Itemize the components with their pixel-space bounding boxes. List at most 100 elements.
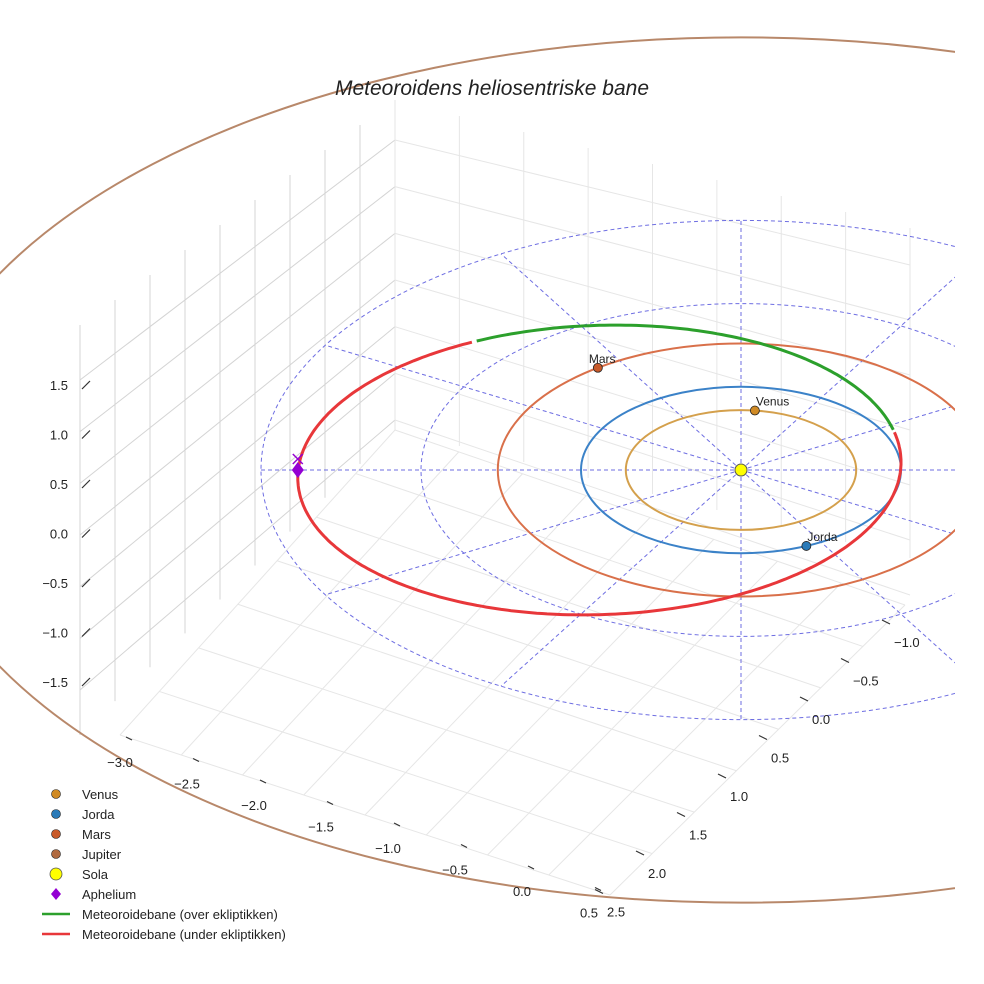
floor-line [237, 603, 737, 772]
x-tick-mark [460, 843, 468, 849]
back-wall-horizontal-line [79, 232, 396, 484]
pane-gridlines [79, 100, 911, 896]
y-tick-mark [635, 850, 645, 856]
reference-spoke [325, 469, 742, 596]
floor-line [364, 517, 651, 816]
legend-item: Sola [49, 867, 109, 882]
floor-line [119, 734, 611, 896]
back-wall-horizontal-line [79, 279, 396, 536]
sun-marker [734, 463, 748, 477]
y-tick-mark [758, 734, 768, 741]
y-tick-mark [840, 657, 850, 664]
x-tick-label: −2.0 [241, 798, 267, 813]
planet-marker-venus [749, 405, 760, 416]
floor-line [316, 516, 821, 689]
floor-line [425, 539, 715, 836]
y-tick-label: 0.0 [812, 712, 830, 727]
planet-marker-mars [592, 362, 603, 373]
legend-item: Meteoroidebane (under ekliptikken) [42, 927, 286, 942]
legend-label: Sola [82, 867, 109, 882]
side-wall-horizontal-line [394, 186, 911, 321]
axis-ticks: 1.5 1.0 0.5 0.0 −0.5 −1.0 −1.5 −3.0 −2.5 −2.0 −1.5… [42, 378, 919, 921]
legend-item: Meteoroidebane (over ekliptikken) [42, 907, 278, 922]
floor-line [355, 473, 864, 647]
z-tick-label: 1.0 [50, 428, 68, 443]
z-tick-mark [81, 578, 91, 588]
z-tick-label: 0.5 [50, 477, 68, 492]
floor-line [119, 429, 396, 736]
y-tick-mark [594, 888, 604, 895]
z-tick-mark [81, 628, 91, 637]
y-tick-mark [676, 811, 686, 818]
side-wall-horizontal-line [394, 139, 911, 266]
meteoroid-orbit-below [296, 340, 903, 617]
meteoroid-orbit [296, 323, 903, 617]
x-tick-label: −3.0 [107, 755, 133, 770]
legend: Venus Jorda Mars Jupiter Sola Aphelium Meteoro… [42, 787, 286, 942]
y-tick-mark [799, 696, 809, 702]
z-tick-label: 0.0 [50, 527, 68, 542]
legend-item: Mars [51, 827, 111, 842]
legend-label: Aphelium [82, 887, 136, 902]
legend-swatch-dot [51, 849, 61, 859]
legend-swatch-dot [51, 809, 61, 819]
legend-item: Jupiter [51, 847, 122, 862]
floor-line [159, 690, 653, 855]
z-tick-mark [81, 430, 91, 439]
planet-label-mars: Mars [589, 352, 616, 366]
orbit-mars [496, 342, 955, 598]
z-tick-mark [81, 529, 91, 538]
legend-label: Jupiter [82, 847, 122, 862]
legend-item: Jorda [51, 807, 115, 822]
z-tick-label: −0.5 [42, 576, 68, 591]
z-tick-mark [81, 380, 91, 390]
z-tick-mark [81, 479, 91, 489]
planet-marker-jorda [801, 541, 812, 551]
legend-item: Aphelium [51, 887, 136, 902]
legend-label: Mars [82, 827, 111, 842]
y-tick-mark [717, 773, 727, 779]
x-tick-mark [125, 736, 133, 741]
x-tick-label: 0.5 [580, 906, 598, 921]
aphelion-cross [292, 453, 304, 465]
floor-line [242, 473, 523, 776]
reference-spoke [740, 405, 955, 471]
y-tick-label: −1.0 [894, 635, 920, 650]
y-tick-label: 1.0 [730, 789, 748, 804]
floor-line [198, 647, 695, 813]
x-tick-label: 0.0 [513, 884, 531, 899]
x-tick-mark [594, 886, 602, 892]
side-wall-horizontal-line [394, 279, 911, 431]
floor-line [609, 604, 906, 896]
planet-markers: Venus Jorda Mars [291, 352, 838, 551]
x-tick-mark [527, 865, 535, 870]
side-wall-horizontal-line [394, 326, 911, 486]
x-tick-label: −1.0 [375, 841, 401, 856]
floor-line [180, 451, 460, 756]
legend-label: Meteoroidebane (under ekliptikken) [82, 927, 286, 942]
back-wall-horizontal-line [79, 326, 396, 588]
y-tick-label: 1.5 [689, 828, 707, 843]
reference-spoke [325, 344, 742, 471]
x-tick-mark [259, 779, 267, 784]
x-tick-mark [192, 757, 200, 763]
back-wall-horizontal-line [79, 419, 396, 691]
y-tick-label: 2.0 [648, 866, 666, 881]
planet-label-jorda: Jorda [807, 530, 837, 544]
aphelion-marker [291, 462, 304, 478]
orbit-venus [624, 409, 858, 531]
meteoroid-orbit-above [476, 323, 895, 431]
floor-line [548, 582, 842, 876]
back-wall-horizontal-line [79, 186, 396, 433]
legend-label: Jorda [82, 807, 115, 822]
floor-line [487, 560, 778, 856]
y-tick-label: −0.5 [853, 674, 879, 689]
reference-spoke [500, 469, 742, 687]
z-tick-mark [81, 677, 91, 687]
z-tick-label: −1.5 [42, 675, 68, 690]
orbit-jupiter [0, 36, 955, 904]
reference-spoke [500, 253, 742, 471]
chart-title: Meteoroidens heliosentriske bane [335, 77, 649, 100]
legend-swatch-diamond [51, 888, 61, 900]
